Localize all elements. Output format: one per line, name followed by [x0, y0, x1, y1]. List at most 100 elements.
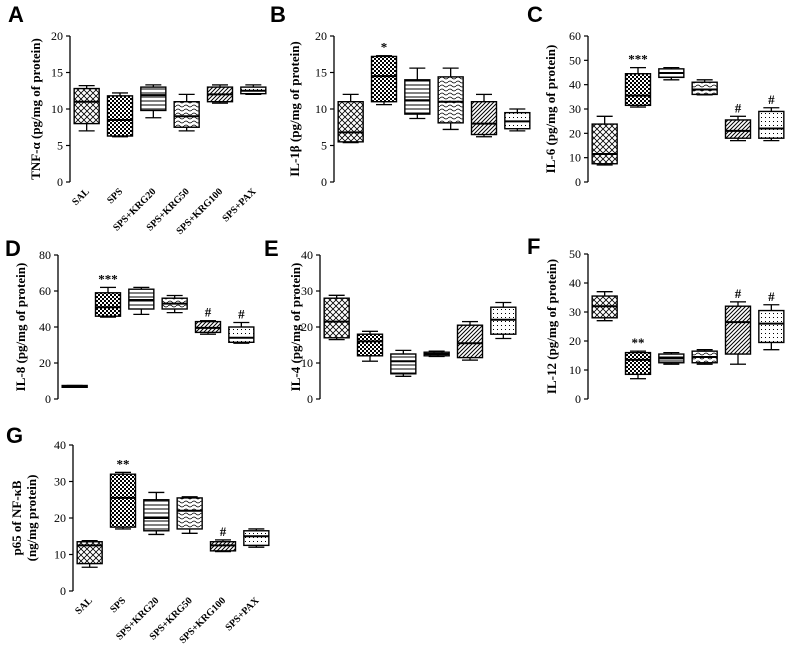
y-tick-label: 15	[315, 66, 327, 80]
y-axis-label: IL-8 (pg/mg of protein)	[13, 263, 28, 392]
box-sps-krg100: #	[724, 286, 752, 365]
box-sal	[591, 291, 618, 322]
box-sal: SAL	[70, 84, 100, 208]
box-sps: ***	[624, 52, 652, 108]
panel-c: C 0 10 20 30 40 50 60 IL-6 (pg/mg of protein) ***…	[527, 2, 785, 189]
significance-marker: **	[117, 456, 130, 471]
y-tick-label: 50	[569, 53, 581, 67]
y-tick-label: 80	[39, 248, 51, 262]
box-sps-krg20	[404, 67, 431, 120]
box-iqr	[76, 541, 103, 565]
box-sal	[323, 294, 350, 341]
box-iqr	[228, 326, 255, 344]
x-tick-label: SPS	[108, 595, 128, 615]
y-axis-label: IL-12 (pg/mg of protein)	[544, 259, 559, 394]
y-tick-label: 15	[51, 66, 63, 80]
panel-letter: C	[527, 2, 543, 27]
panel-b: B 0 5 10 15 20 IL-1β (pg/mg of protein) *	[270, 2, 531, 189]
box-iqr	[173, 100, 200, 128]
box-sps-pax	[490, 301, 517, 340]
box-sps-krg100: #	[194, 305, 222, 335]
box-iqr	[624, 351, 652, 376]
significance-marker: #	[238, 307, 245, 322]
box-iqr	[337, 100, 364, 143]
box-sal	[61, 384, 88, 388]
y-tick-label: 60	[39, 284, 51, 298]
box-iqr	[140, 86, 167, 112]
y-tick-label: 20	[51, 29, 63, 43]
x-tick-label: SPS	[105, 186, 125, 206]
box-sps-pax: #	[758, 92, 785, 142]
significance-marker: ***	[98, 271, 118, 286]
panel-letter: D	[5, 236, 21, 261]
y-tick-label: 0	[45, 392, 51, 406]
y-tick-label: 30	[54, 475, 66, 489]
box-sps-krg100	[470, 93, 498, 138]
y-tick-label: 60	[569, 29, 581, 43]
box-sal: SAL	[73, 539, 103, 617]
y-tick-label: 30	[569, 305, 581, 319]
x-tick-label: SPS+PAX	[220, 186, 259, 225]
box-sal	[337, 93, 364, 144]
box-iqr	[456, 324, 484, 359]
y-tick-label: 30	[301, 284, 313, 298]
panel-letter: F	[527, 234, 540, 259]
box-sps-krg20	[128, 286, 155, 316]
box-sps-krg20	[658, 351, 685, 365]
panel-d: D 0 20 40 60 80 IL-8 (pg/mg of protein) *** # #	[5, 236, 255, 406]
box-sps-pax: #	[228, 307, 255, 344]
box-iqr	[109, 473, 137, 528]
panel-letter: G	[6, 423, 23, 448]
box-sps: ** SPS	[108, 456, 137, 615]
box-iqr	[691, 81, 718, 96]
box-iqr	[106, 95, 134, 137]
box-sps-pax: #	[758, 289, 785, 351]
box-iqr	[243, 530, 270, 547]
y-tick-label: 5	[57, 139, 63, 153]
y-tick-label: 5	[321, 139, 327, 153]
box-sps	[356, 330, 384, 362]
significance-marker: #	[768, 92, 775, 107]
box-iqr	[176, 497, 203, 530]
box-iqr	[356, 333, 384, 357]
y-tick-label: 10	[569, 363, 581, 377]
y-tick-label: 40	[301, 248, 313, 262]
box-sps-krg50	[691, 349, 718, 365]
box-sps-pax: SPS+PAX	[220, 84, 267, 225]
y-tick-label: 20	[301, 320, 313, 334]
significance-marker: **	[632, 335, 645, 350]
significance-marker: #	[768, 289, 775, 304]
box-iqr	[94, 292, 122, 317]
box-sps: *	[370, 40, 398, 106]
y-tick-label: 0	[57, 175, 63, 189]
y-axis-label: IL-4 (pg/mg of protein)	[288, 263, 303, 392]
box-iqr	[624, 73, 652, 107]
y-tick-label: 10	[301, 356, 313, 370]
box-sps: **	[624, 335, 652, 380]
box-sps-pax	[504, 108, 531, 132]
box-iqr	[758, 110, 785, 139]
box-sps-krg50	[423, 350, 450, 358]
y-tick-label: 40	[39, 320, 51, 334]
panel-g: G 0 10 20 30 40 p65 of NF-κB (ng/mg protein) SAL…	[6, 423, 270, 646]
panel-letter: A	[8, 2, 24, 27]
significance-marker: *	[381, 40, 388, 55]
y-tick-label: 50	[569, 247, 581, 261]
significance-marker: #	[735, 100, 742, 115]
box-sal	[591, 115, 618, 166]
box-iqr	[143, 499, 170, 532]
y-tick-label: 40	[569, 78, 581, 92]
y-tick-label: 40	[569, 276, 581, 290]
panel-letter: B	[270, 2, 286, 27]
box-sps-krg50	[691, 79, 718, 96]
box-sps-krg100: #	[724, 100, 752, 142]
y-tick-label: 20	[39, 356, 51, 370]
box-iqr	[73, 87, 100, 125]
y-tick-label: 10	[51, 102, 63, 116]
box-iqr	[370, 55, 398, 103]
y-tick-label: 0	[321, 175, 327, 189]
panel-f: F 0 10 20 30 40 50 IL-12 (pg/mg of protein) ** # #	[527, 234, 785, 406]
y-tick-label: 40	[54, 438, 66, 452]
significance-marker: #	[205, 305, 212, 320]
